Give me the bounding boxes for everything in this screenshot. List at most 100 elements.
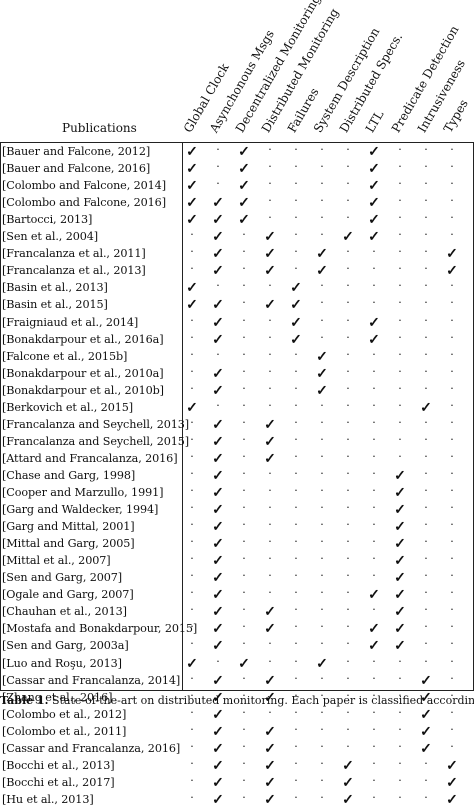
- empty-mark: ·: [346, 671, 350, 685]
- empty-mark: ·: [320, 228, 324, 242]
- check-icon: ✓: [316, 382, 328, 399]
- empty-mark: ·: [242, 432, 246, 446]
- empty-mark: ·: [450, 671, 454, 685]
- empty-mark: ·: [190, 330, 194, 344]
- empty-mark: ·: [294, 211, 298, 225]
- check-icon: ✓: [186, 655, 198, 672]
- empty-mark: ·: [346, 211, 350, 225]
- empty-mark: ·: [242, 484, 246, 497]
- empty-mark: ·: [424, 484, 428, 497]
- empty-mark: ·: [190, 501, 194, 515]
- empty-mark: ·: [450, 160, 454, 174]
- table-divider: [182, 143, 183, 690]
- empty-mark: ·: [294, 484, 298, 497]
- caption-label: Table 1.: [0, 694, 49, 707]
- empty-mark: ·: [450, 705, 454, 719]
- empty-mark: ·: [398, 347, 402, 361]
- empty-mark: ·: [320, 688, 324, 702]
- table-row: [Mittal and Garg, 2005] · ✓ · · · · · · ✓ · ·: [0, 536, 474, 553]
- publication-cell: [Cooper and Marzullo, 1991]: [2, 486, 164, 499]
- publication-cell: [Colombo et al., 2012]: [2, 707, 127, 721]
- empty-mark: ·: [320, 160, 324, 174]
- empty-mark: ·: [190, 620, 194, 634]
- empty-mark: ·: [294, 705, 298, 719]
- empty-mark: ·: [242, 620, 246, 634]
- empty-mark: ·: [268, 398, 272, 412]
- table-row: [Luo and Roşu, 2013] ✓ · ✓ · · ✓ · · · · ·: [0, 654, 474, 673]
- empty-mark: ·: [372, 756, 376, 770]
- empty-mark: ·: [242, 313, 246, 327]
- empty-mark: ·: [190, 484, 194, 497]
- check-icon: ✓: [212, 536, 224, 553]
- check-icon: ✓: [212, 706, 224, 723]
- check-icon: ✓: [264, 297, 276, 314]
- empty-mark: ·: [320, 518, 324, 532]
- empty-mark: ·: [398, 177, 402, 191]
- empty-mark: ·: [424, 245, 428, 259]
- table-row: [Garg and Mittal, 2001] · ✓ · · · · · · ✓ · ·: [0, 519, 474, 536]
- empty-mark: ·: [372, 364, 376, 378]
- table-row: [Francalanza et al., 2013] · ✓ · ✓ · ✓ · · · · ✓: [0, 263, 474, 280]
- check-icon: ✓: [394, 485, 406, 501]
- check-icon: ✓: [342, 757, 354, 774]
- check-icon: ✓: [368, 144, 380, 160]
- table-row: [Attard and Francalanza, 2016] · ✓ · ✓ · · · · · ·…: [0, 449, 474, 468]
- check-icon: ✓: [368, 212, 380, 229]
- empty-mark: ·: [294, 518, 298, 532]
- empty-mark: ·: [450, 620, 454, 634]
- publication-cell: [Bauer and Falcone, 2012]: [2, 145, 151, 158]
- check-icon: ✓: [186, 399, 198, 416]
- empty-mark: ·: [346, 466, 350, 480]
- table-row: [Falcone et al., 2015b] · · · · · ✓ · · · · ·: [0, 347, 474, 366]
- table-row: [Berkovich et al., 2015] ✓ · · · · · · · · ✓ ·: [0, 398, 474, 417]
- empty-mark: ·: [242, 449, 246, 463]
- empty-mark: ·: [398, 313, 402, 327]
- table-row: [Mittal et al., 2007] · ✓ · · · · · · ✓ · ·: [0, 553, 474, 570]
- empty-mark: ·: [398, 211, 402, 225]
- table-row: [Mostafa and Bonakdarpour, 2015] · ✓ · ✓ · · · ✓…: [0, 621, 474, 638]
- empty-mark: ·: [372, 381, 376, 395]
- empty-mark: ·: [216, 654, 220, 668]
- empty-mark: ·: [268, 535, 272, 549]
- publication-cell: [Bonakdarpour et al., 2016a]: [2, 332, 164, 346]
- table-row: [Bonakdarpour et al., 2016a] · ✓ · · ✓ · · ✓ · · ·: [0, 330, 474, 349]
- empty-mark: ·: [320, 194, 324, 208]
- empty-mark: ·: [320, 773, 324, 787]
- check-icon: ✓: [264, 246, 276, 263]
- empty-mark: ·: [398, 654, 402, 668]
- empty-mark: ·: [242, 688, 246, 702]
- publication-cell: [Colombo and Falcone, 2016]: [2, 196, 166, 210]
- empty-mark: ·: [320, 449, 324, 463]
- publication-cell: [Chase and Garg, 1998]: [2, 468, 136, 482]
- empty-mark: ·: [372, 569, 376, 583]
- empty-mark: ·: [216, 398, 220, 412]
- check-icon: ✓: [368, 314, 380, 331]
- empty-mark: ·: [450, 484, 454, 497]
- empty-mark: ·: [320, 569, 324, 583]
- check-icon: ✓: [316, 655, 328, 672]
- check-icon: ✓: [342, 774, 354, 791]
- empty-mark: ·: [242, 722, 246, 736]
- empty-mark: ·: [398, 432, 402, 446]
- empty-mark: ·: [346, 705, 350, 719]
- empty-mark: ·: [190, 586, 194, 600]
- check-icon: ✓: [212, 604, 224, 621]
- publication-cell: [Basin et al., 2015]: [2, 298, 108, 312]
- check-icon: ✓: [212, 553, 224, 570]
- empty-mark: ·: [346, 552, 350, 566]
- empty-mark: ·: [346, 688, 350, 702]
- check-icon: ✓: [212, 672, 224, 689]
- publication-cell: [Francalanza et al., 2011]: [2, 247, 146, 261]
- table-row: [Francalanza and Seychell, 2013] · ✓ · ✓ · · · ·…: [0, 416, 474, 434]
- publication-cell: [Mittal et al., 2007]: [2, 554, 111, 568]
- check-icon: ✓: [264, 740, 276, 757]
- check-icon: ✓: [212, 416, 224, 433]
- check-icon: ✓: [212, 365, 224, 382]
- empty-mark: ·: [398, 228, 402, 242]
- empty-mark: ·: [346, 245, 350, 259]
- empty-mark: ·: [372, 654, 376, 668]
- empty-mark: ·: [346, 143, 350, 156]
- empty-mark: ·: [398, 688, 402, 702]
- empty-mark: ·: [320, 279, 324, 293]
- empty-mark: ·: [450, 722, 454, 736]
